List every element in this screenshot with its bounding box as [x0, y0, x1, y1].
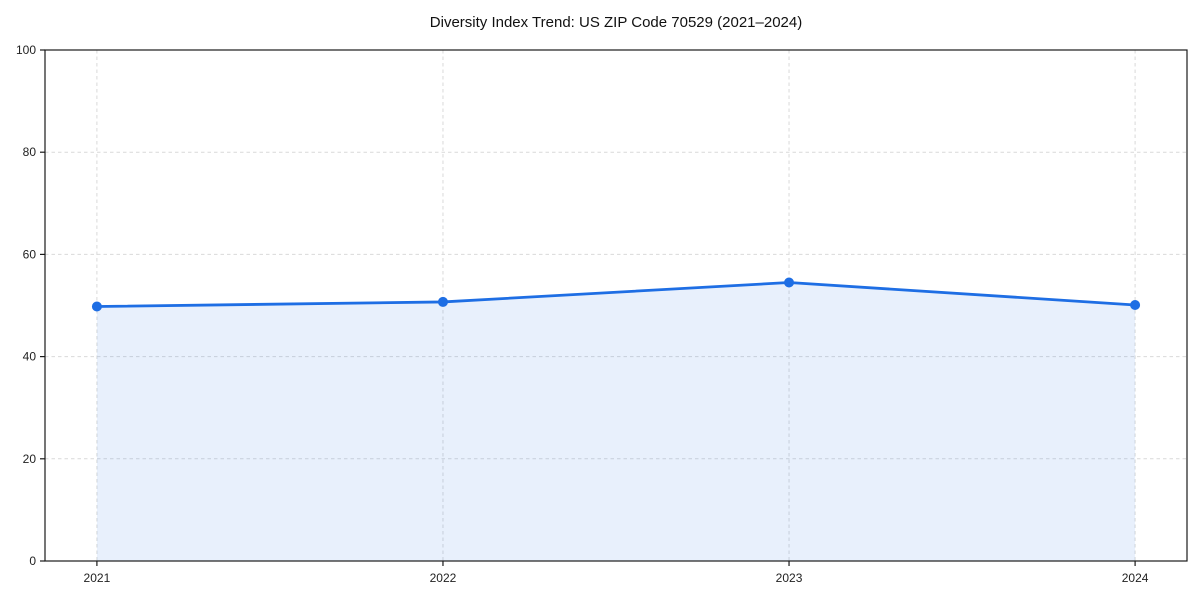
data-point-marker: [1130, 299, 1141, 310]
data-point-marker: [91, 301, 102, 312]
y-axis-tick-label: 0: [29, 554, 36, 568]
x-axis-tick-label: 2024: [1122, 571, 1149, 585]
plot-border: [44, 49, 1188, 562]
x-axis-tick-label: 2021: [84, 571, 111, 585]
y-axis-tick-label: 40: [23, 350, 37, 364]
chart-title: Diversity Index Trend: US ZIP Code 70529…: [430, 14, 802, 31]
area-fill: [96, 282, 1136, 561]
y-axis-tick-label: 20: [23, 452, 37, 466]
data-point-marker: [437, 296, 448, 307]
x-axis-tick-label: 2022: [430, 571, 457, 585]
y-axis-tick-label: 100: [16, 43, 36, 57]
x-axis-tick-label: 2023: [776, 571, 803, 585]
y-axis-tick-label: 60: [23, 247, 37, 261]
data-point-marker: [784, 277, 795, 288]
trend-line: [95, 281, 1137, 308]
y-axis-tick-label: 80: [23, 145, 37, 159]
